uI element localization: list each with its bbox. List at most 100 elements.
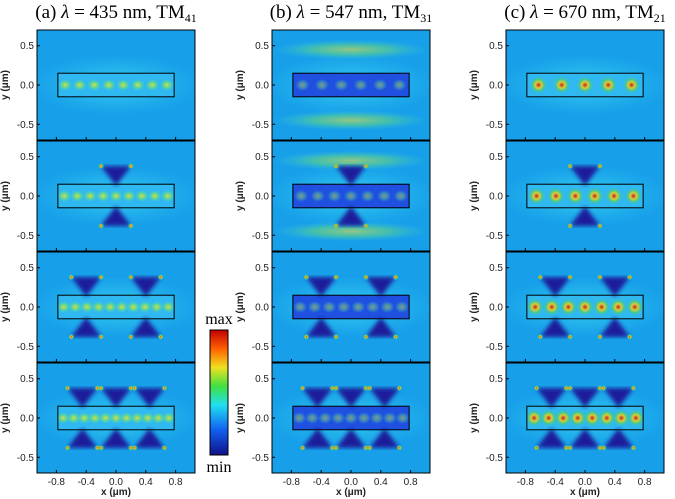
hot-spot xyxy=(327,190,342,202)
x-tick-label: -0.8 xyxy=(517,477,535,488)
hot-spot xyxy=(546,187,565,205)
nanoantenna xyxy=(365,277,396,297)
tip-spot xyxy=(98,222,105,229)
tip-spot xyxy=(333,444,340,451)
hot-spot xyxy=(103,301,118,313)
nanoantenna xyxy=(67,428,98,448)
tip-spot xyxy=(157,333,164,340)
y-axis-label: y (μm) xyxy=(235,292,246,322)
tip-spot xyxy=(600,385,607,392)
x-tick-label: -0.4 xyxy=(78,477,96,488)
tip-spot xyxy=(127,163,134,170)
tip-spot xyxy=(64,385,71,392)
field-map xyxy=(272,252,430,362)
nanoantenna xyxy=(336,166,366,186)
hot-spot xyxy=(66,412,81,424)
tip-spot xyxy=(626,274,633,281)
nanoantenna xyxy=(536,388,567,408)
hot-spot xyxy=(542,298,561,316)
tip-spot xyxy=(567,222,574,229)
tip-spot xyxy=(68,274,75,281)
panel-title: (c) λ = 670 nm, TM21 xyxy=(504,2,665,25)
nanoantenna xyxy=(134,388,165,408)
hot-spot xyxy=(77,412,92,424)
hot-spot xyxy=(310,190,325,202)
tip-spot xyxy=(533,385,540,392)
hot-spot xyxy=(393,190,408,202)
field-map xyxy=(37,363,195,473)
hot-spot xyxy=(109,412,123,424)
hot-spot xyxy=(126,301,141,313)
tip-spot xyxy=(131,385,138,392)
hot-spot xyxy=(612,409,631,427)
x-tick-label: 0.4 xyxy=(608,477,622,488)
tip-spot xyxy=(64,444,71,451)
hot-spot xyxy=(380,301,395,313)
tip-spot xyxy=(567,163,574,170)
field-map xyxy=(506,252,664,362)
hot-spot xyxy=(130,79,145,91)
hot-spot xyxy=(351,301,366,313)
hot-spot xyxy=(559,298,578,316)
y-tick-label: 0.5 xyxy=(255,374,269,385)
nanoantenna xyxy=(540,317,571,337)
tip-spot xyxy=(299,444,306,451)
x-tick-label: 0.8 xyxy=(404,477,418,488)
hot-spot xyxy=(344,190,358,202)
y-axis-label: y (μm) xyxy=(469,181,480,211)
title-prefix: (a) xyxy=(35,2,61,23)
tip-spot xyxy=(303,333,310,340)
hot-spot xyxy=(292,412,307,424)
hot-spot xyxy=(87,412,102,424)
hot-spot xyxy=(147,190,162,202)
guide-field xyxy=(292,295,410,319)
hot-spot xyxy=(344,412,358,424)
guide-field xyxy=(57,73,175,97)
tip-spot xyxy=(596,333,603,340)
y-axis-label: y (μm) xyxy=(235,403,246,433)
guide-outline xyxy=(57,72,175,98)
guide-field xyxy=(292,73,410,97)
hot-spot xyxy=(307,301,322,313)
tip-spot xyxy=(366,444,373,451)
hot-spot xyxy=(87,79,102,91)
hot-spot xyxy=(79,301,94,313)
tip-spot xyxy=(567,333,574,340)
hot-spot xyxy=(394,301,409,313)
y-tick-label: 0.0 xyxy=(20,303,34,314)
hot-spot xyxy=(70,190,85,202)
tip-spot xyxy=(537,333,544,340)
y-tick-label: 0.0 xyxy=(489,303,503,314)
nanoantenna xyxy=(130,317,161,337)
y-tick-label: 0.5 xyxy=(255,263,269,274)
tip-spot xyxy=(567,274,574,281)
nanoantenna xyxy=(369,388,400,408)
y-axis-label: y (μm) xyxy=(235,70,246,100)
tip-spot xyxy=(157,274,164,281)
hot-spot xyxy=(395,412,410,424)
x-tick-label: 0.0 xyxy=(344,477,358,488)
title-symbol: λ xyxy=(529,2,538,23)
hot-spot xyxy=(377,190,392,202)
nanoantenna xyxy=(302,388,333,408)
x-tick-label: 0.4 xyxy=(374,477,388,488)
hot-spot xyxy=(294,190,309,202)
y-tick-label: 0.5 xyxy=(255,41,269,52)
hot-spot xyxy=(554,409,573,427)
tip-spot xyxy=(626,333,633,340)
nanoantenna xyxy=(336,428,366,448)
tip-spot xyxy=(98,163,105,170)
hot-spot xyxy=(336,301,351,313)
y-tick-label: 0.5 xyxy=(489,263,503,274)
field-map xyxy=(272,30,430,140)
x-axis-label: x (μm) xyxy=(570,487,600,498)
guide-outline xyxy=(57,294,175,320)
hot-spot xyxy=(566,187,585,205)
tip-spot xyxy=(98,444,105,451)
hot-spot xyxy=(599,76,618,94)
tip-spot xyxy=(161,444,168,451)
hot-spot xyxy=(56,301,71,313)
tip-spot xyxy=(98,274,105,281)
tip-spot xyxy=(392,274,399,281)
nanoantenna xyxy=(540,277,571,297)
